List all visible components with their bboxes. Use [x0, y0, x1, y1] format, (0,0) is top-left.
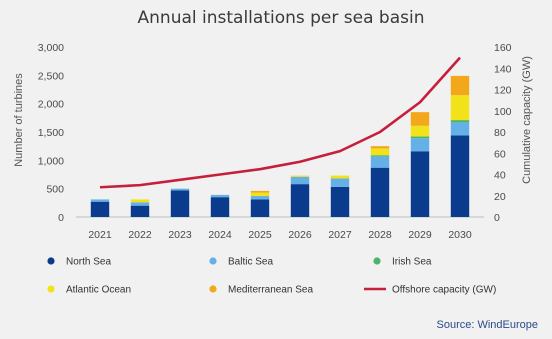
x-tick-label: 2027: [328, 229, 352, 241]
source-note: Source: WindEurope: [437, 319, 539, 331]
y2-tick-label: 100: [494, 106, 512, 118]
y2-tick-label: 60: [494, 148, 506, 160]
bar-segment: [130, 205, 150, 217]
y2-tick-label: 0: [494, 212, 500, 224]
legend-swatch: [47, 285, 55, 293]
bar-segment: [370, 167, 390, 217]
bar-segment: [330, 175, 350, 179]
y-tick-label: 500: [46, 184, 64, 196]
bar-segment: [130, 199, 150, 203]
bar-segment: [290, 184, 310, 217]
bar-segment: [450, 135, 470, 217]
bar-segment: [330, 178, 350, 187]
y-axis-title: Number of turbines: [13, 73, 25, 167]
bar-segment: [210, 194, 230, 198]
y-tick-label: 2,500: [38, 70, 64, 82]
x-tick-label: 2026: [288, 229, 312, 241]
bar-segment: [370, 146, 390, 149]
y2-tick-label: 160: [494, 42, 512, 54]
legend-label: Mediterranean Sea: [228, 285, 313, 296]
bar-segment: [450, 122, 470, 136]
legend-label: Irish Sea: [392, 257, 432, 268]
x-tick-label: 2028: [368, 229, 392, 241]
bar-segment: [170, 188, 190, 191]
y-tick-label: 2,000: [38, 99, 64, 111]
bar-segment: [330, 186, 350, 217]
bar-segment: [170, 190, 190, 217]
y-tick-label: 3,000: [38, 42, 64, 54]
bar-segment: [250, 199, 270, 217]
x-tick-label: 2021: [88, 229, 112, 241]
y-tick-label: 1,000: [38, 155, 64, 167]
bar-segment: [210, 197, 230, 217]
bar-segment: [130, 202, 150, 206]
y2-tick-label: 120: [494, 85, 512, 97]
bar-segment: [410, 136, 430, 139]
x-tick-label: 2024: [208, 229, 232, 241]
legend-label: Atlantic Ocean: [66, 285, 131, 296]
bar-segment: [450, 75, 470, 96]
legend-label: Offshore capacity (GW): [392, 285, 496, 296]
bar-segment: [90, 199, 110, 202]
plot-area: 0 500 1,000 1,500 2,000 2,500 3,000 0 20 40 60 80 10…: [38, 42, 512, 241]
bar-segment: [450, 95, 470, 121]
y-tick-label: 1,500: [38, 127, 64, 139]
bar-segment: [290, 175, 310, 177]
bar-segment: [450, 120, 470, 123]
chart-title: Annual installations per sea basin: [138, 8, 425, 28]
x-tick-label: 2030: [448, 229, 472, 241]
x-tick-label: 2025: [248, 229, 272, 241]
bar-segment: [370, 148, 390, 156]
x-tick-label: 2023: [168, 229, 192, 241]
y-tick-label: 0: [58, 212, 64, 224]
y2-tick-label: 40: [494, 170, 506, 182]
legend-swatch: [373, 257, 381, 265]
legend-swatch: [209, 257, 217, 265]
y2-tick-label: 20: [494, 191, 506, 203]
bar-segment: [370, 156, 390, 168]
bar-segment: [250, 190, 270, 193]
bar-segment: [250, 196, 270, 200]
legend-label: Baltic Sea: [228, 257, 273, 268]
bar-segment: [90, 201, 110, 217]
y2-tick-label: 80: [494, 127, 506, 139]
bar-segment: [410, 125, 430, 137]
y2-axis-title: Cumulative capacity (GW): [521, 56, 533, 184]
y2-tick-label: 140: [494, 63, 512, 75]
legend: North Sea Baltic Sea Irish Sea Atlantic Oce…: [47, 257, 496, 296]
legend-swatch: [209, 285, 217, 293]
legend-label: North Sea: [66, 257, 111, 268]
bar-segment: [410, 151, 430, 217]
capacity-line: [99, 56, 461, 189]
bar-segment: [410, 138, 430, 152]
bar-segment: [250, 192, 270, 197]
x-tick-label: 2029: [408, 229, 432, 241]
legend-swatch: [47, 257, 55, 265]
bar-segment: [410, 112, 430, 126]
x-tick-label: 2022: [128, 229, 152, 241]
bar-segment: [370, 155, 390, 157]
bar-segment: [290, 176, 310, 185]
